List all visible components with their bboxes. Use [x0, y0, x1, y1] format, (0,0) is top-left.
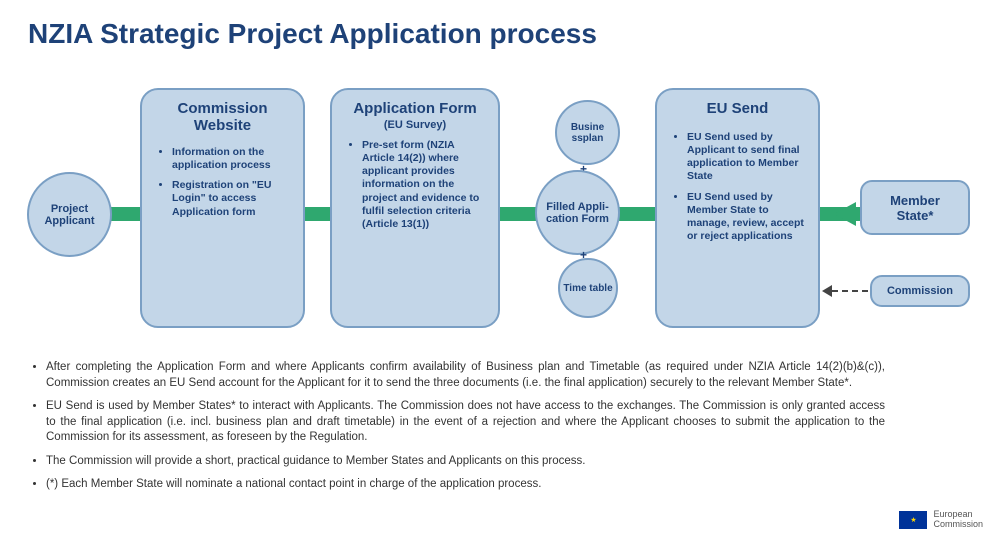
- commission-small-label: Commission: [887, 285, 953, 297]
- arrow-left-icon: [834, 202, 856, 226]
- node-applicant: Project Applicant: [27, 172, 112, 257]
- businessplan-label: Busine ssplan: [557, 122, 618, 144]
- node-member-state: Member State*: [860, 180, 970, 235]
- node-businessplan: Busine ssplan: [555, 100, 620, 165]
- commission-website-title: Commission Website: [154, 100, 291, 134]
- commission-website-item: Information on the application process: [172, 146, 291, 172]
- dashed-arrow: [832, 290, 868, 292]
- node-filled-form: Filled Appli- cation Form: [535, 170, 620, 255]
- ec-logo: ★ EuropeanCommission: [899, 510, 983, 530]
- member-state-label: Member State*: [872, 193, 958, 223]
- footnote-item: EU Send is used by Member States* to int…: [46, 399, 885, 446]
- eu-send-item: EU Send used by Member State to manage, …: [687, 191, 806, 244]
- dashed-arrow-head-icon: [822, 285, 832, 297]
- footnotes: After completing the Application Form an…: [28, 360, 885, 501]
- commission-website-item: Registration on "EU Login" to access App…: [172, 179, 291, 218]
- application-form-title: Application Form: [344, 100, 486, 117]
- application-form-subtitle: (EU Survey): [344, 119, 486, 131]
- timetable-label: Time table: [563, 283, 612, 294]
- node-eu-send: EU Send EU Send used by Applicant to sen…: [655, 88, 820, 328]
- footnote-item: (*) Each Member State will nominate a na…: [46, 477, 885, 493]
- node-application-form: Application Form (EU Survey) Pre-set for…: [330, 88, 500, 328]
- node-commission-small: Commission: [870, 275, 970, 307]
- filled-form-label: Filled Appli- cation Form: [537, 201, 618, 225]
- node-applicant-label: Project Applicant: [29, 203, 110, 227]
- node-commission-website: Commission Website Information on the ap…: [140, 88, 305, 328]
- node-timetable: Time table: [558, 258, 618, 318]
- eu-send-item: EU Send used by Applicant to send final …: [687, 131, 806, 184]
- ec-logo-text: EuropeanCommission: [933, 510, 983, 530]
- application-form-item: Pre-set form (NZIA Article 14(2)) where …: [362, 139, 486, 231]
- footnote-item: The Commission will provide a short, pra…: [46, 454, 885, 470]
- footnote-item: After completing the Application Form an…: [46, 360, 885, 391]
- eu-flag-icon: ★: [899, 511, 927, 529]
- flow-diagram: Project Applicant Commission Website Inf…: [0, 80, 995, 360]
- page-title: NZIA Strategic Project Application proce…: [0, 0, 995, 50]
- eu-send-title: EU Send: [669, 100, 806, 117]
